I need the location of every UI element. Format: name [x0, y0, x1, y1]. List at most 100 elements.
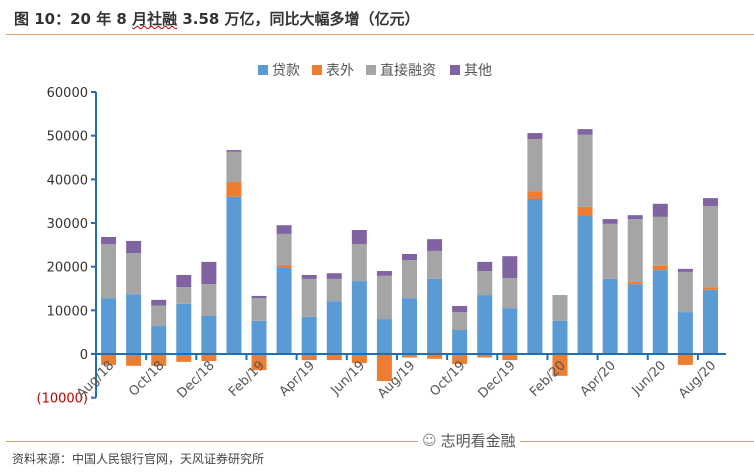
y-tick-label: 60000 — [47, 86, 88, 101]
bar-segment — [276, 233, 292, 265]
bar-segment — [326, 278, 342, 302]
bar-segment — [502, 256, 518, 279]
bar-segment — [502, 308, 518, 354]
x-tick-label: Oct/19 — [427, 358, 468, 399]
bar-segment — [452, 354, 468, 365]
y-tick-label: 10000 — [47, 304, 88, 319]
title-suffix: 3.58 万亿，同比大幅多增（亿元） — [177, 10, 420, 28]
bar-segment — [577, 134, 593, 207]
legend-swatch — [366, 65, 376, 75]
bar-segment — [226, 150, 242, 152]
title-underlined: 月社融 — [132, 10, 178, 28]
bar-segment — [376, 275, 392, 320]
top-divider — [6, 34, 754, 35]
bar-segment — [602, 219, 618, 224]
bar-segment — [126, 354, 142, 366]
bar-segment — [652, 265, 668, 271]
bar-segment — [276, 225, 292, 234]
x-tick-label: Dec/19 — [475, 358, 518, 401]
bar-segment — [101, 354, 117, 365]
bar-segment — [101, 236, 117, 244]
wechat-icon: ☺ — [422, 432, 437, 449]
bar-segment — [101, 243, 117, 299]
bar-segment — [301, 278, 317, 317]
bar-segment — [477, 271, 493, 296]
bar-segment — [402, 254, 417, 261]
legend-item: 直接融资 — [366, 62, 436, 79]
bar-segment — [477, 354, 493, 358]
bar-segment — [552, 320, 568, 354]
legend-item: 其他 — [450, 63, 492, 79]
bar-segment — [402, 354, 417, 358]
bar-segment — [351, 229, 367, 244]
bar-segment — [452, 312, 468, 330]
legend-swatch — [450, 65, 460, 75]
bar-segment — [251, 295, 267, 299]
bar-segment — [151, 354, 167, 366]
bar-segment — [502, 278, 518, 309]
bar-segment — [677, 268, 693, 272]
bar-segment — [427, 239, 443, 251]
x-tick-label: Feb/19 — [226, 358, 268, 400]
bar-segment — [251, 320, 267, 354]
bar-segment — [402, 298, 417, 354]
bar-segment — [427, 354, 443, 359]
bar-segment — [702, 198, 718, 206]
legend-label: 直接融资 — [380, 62, 436, 79]
bar-segment — [677, 312, 693, 354]
bar-segment — [652, 216, 668, 266]
x-tick-label: Feb/20 — [527, 358, 569, 400]
bar-segment — [427, 250, 443, 279]
x-tick-label: Dec/18 — [174, 358, 217, 401]
y-tick-label: 30000 — [47, 217, 88, 232]
bar-segment — [677, 354, 693, 365]
bar-segment — [276, 264, 292, 268]
bar-segment — [201, 284, 217, 317]
bar-segment — [552, 295, 568, 321]
bar-segment — [602, 223, 618, 279]
bar-segment — [376, 271, 392, 276]
watermark-text: 志明看金融 — [440, 432, 516, 450]
bar-segment — [351, 354, 367, 364]
legend-item: 贷款 — [258, 63, 300, 79]
bar-segment — [201, 261, 217, 285]
y-tick-label: 40000 — [47, 173, 88, 188]
bar-segment — [577, 206, 593, 217]
bar-segment — [552, 354, 568, 376]
bar-segment — [251, 298, 267, 321]
bar-segment — [577, 216, 593, 354]
bar-segment — [301, 354, 317, 361]
legend-label: 贷款 — [272, 63, 300, 79]
bar-segment — [477, 295, 493, 354]
bar-segment — [151, 305, 167, 327]
y-tick-label: 0 — [80, 348, 88, 363]
bar-segment — [627, 215, 643, 220]
bar-segment — [527, 198, 543, 354]
bar-segment — [452, 329, 468, 354]
bar-segment — [276, 267, 292, 354]
bar-segment — [126, 294, 142, 354]
x-tick-label: Apr/20 — [578, 358, 619, 399]
figure-title: 图 10：20 年 8 月社融 3.58 万亿，同比大幅多增（亿元） — [14, 8, 420, 29]
bar-segment — [627, 284, 643, 354]
bar-segment — [176, 303, 192, 354]
y-tick-label: (10000) — [37, 392, 89, 407]
bar-segment — [226, 181, 242, 197]
legend-label: 其他 — [464, 63, 492, 79]
bar-segment — [201, 354, 217, 361]
bar-segment — [702, 205, 718, 288]
bar-segment — [326, 301, 342, 354]
y-tick-label: 20000 — [47, 261, 88, 276]
y-tick-label: 50000 — [47, 130, 88, 145]
bar-segment — [176, 354, 192, 362]
bar-segment — [351, 243, 367, 282]
bar-segment — [301, 274, 317, 279]
bar-segment — [201, 316, 217, 354]
x-tick-label: Jun/19 — [328, 358, 368, 398]
bar-segment — [527, 191, 543, 199]
bar-segment — [402, 260, 417, 299]
bar-segment — [126, 253, 142, 295]
bar-segment — [702, 289, 718, 354]
